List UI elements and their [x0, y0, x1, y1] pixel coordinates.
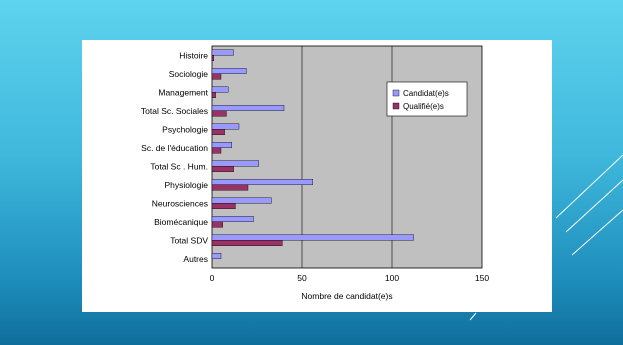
legend-swatch-qualifie: [392, 102, 400, 110]
x-tick-labels: 0 50 100 150: [210, 273, 490, 283]
deco-line-4: [469, 312, 477, 321]
bar-candidat: [211, 104, 285, 111]
bar-qualifie: [211, 147, 222, 154]
bar-qualifie: [211, 203, 236, 210]
bar-candidat: [211, 178, 314, 185]
bar-qualifie: [211, 184, 249, 191]
category-label: Psychologie: [162, 124, 208, 134]
deco-line-3: [571, 209, 623, 256]
category-label: Total Sc. Sociales: [141, 106, 208, 116]
category-label: Total SDV: [170, 235, 208, 245]
bar-candidat: [211, 160, 259, 167]
bars: [211, 49, 414, 259]
bar-candidat: [211, 68, 247, 74]
bar-candidat: [211, 252, 222, 259]
chart-panel: Histoire Sociologie Management Total Sc. So…: [82, 40, 552, 312]
bar-candidat: [211, 234, 414, 241]
bar-qualifie: [211, 73, 222, 80]
category-label: Histoire: [179, 50, 208, 60]
x-tick-label: 50: [297, 273, 307, 283]
deco-line-2: [565, 179, 623, 233]
category-label: Biomécanique: [154, 217, 208, 227]
legend-swatch-candidat: [392, 89, 400, 97]
category-label: Management: [158, 87, 208, 97]
x-tick-label: 0: [210, 273, 215, 283]
category-label: Physiologie: [165, 180, 209, 190]
bar-candidat: [211, 197, 272, 204]
bar-qualifie: [211, 221, 224, 228]
category-label: Neurosciences: [152, 198, 208, 208]
bar-candidat: [211, 215, 254, 222]
category-label: Autres: [183, 254, 208, 264]
bar-qualifie: [211, 110, 227, 117]
bar-qualifie: [211, 240, 283, 247]
bar-candidat: [211, 86, 229, 93]
bar-chart: Histoire Sociologie Management Total Sc. So…: [141, 45, 490, 301]
x-tick-label: 100: [385, 273, 399, 283]
category-labels: Histoire Sociologie Management Total Sc. So…: [141, 50, 209, 264]
x-axis-title: Nombre de candidat(e)s: [301, 291, 392, 301]
bar-candidat: [211, 49, 234, 56]
category-label: Sc. de l'éducation: [141, 143, 208, 153]
bar-qualifie: [211, 129, 225, 136]
category-label: Total Sc . Hum.: [150, 161, 208, 171]
legend-label-qualifie: Qualifié(e)s: [403, 102, 444, 111]
bar-candidat: [211, 123, 240, 130]
bar-qualifie: [211, 92, 216, 99]
bar-qualifie: [211, 166, 234, 173]
legend-label-candidat: Candidat(e)s: [403, 89, 449, 98]
deco-line-1: [555, 154, 623, 219]
bar-qualifie: [211, 55, 214, 62]
bar-candidat: [211, 141, 232, 148]
legend-box: [386, 81, 468, 117]
x-tick-label: 150: [475, 273, 489, 283]
legend: Candidat(e)s Qualifié(e)s: [386, 81, 468, 117]
category-label: Sociologie: [169, 69, 208, 79]
